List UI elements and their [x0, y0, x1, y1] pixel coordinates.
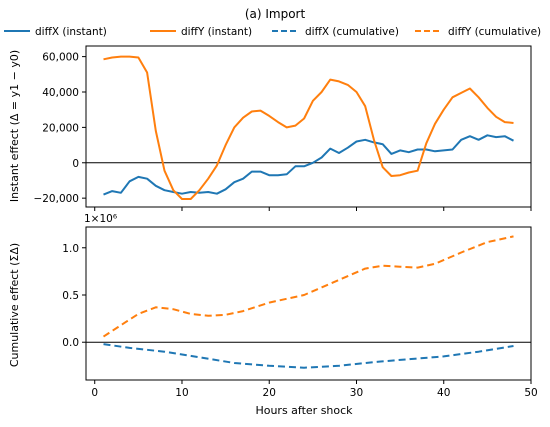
- bottom-panel: 0.0 0.5 1.0 0 10 20 30 40 50: [62, 226, 538, 399]
- bottom-series-diffy-cumulative: [102, 235, 514, 338]
- x-axis-label: Hours after shock: [255, 404, 353, 417]
- x-tick-label: 30: [350, 387, 363, 399]
- bottom-y-tick-label: 0.5: [62, 290, 79, 302]
- x-tick-label: 10: [175, 387, 188, 399]
- bottom-panel-frame: [85, 226, 532, 381]
- top-y-tick-label: 40,000: [42, 87, 79, 99]
- bottom-y-tick-label: 0.0: [62, 337, 79, 349]
- x-tick-label: 50: [524, 387, 537, 399]
- top-series-diffx-instant: [103, 134, 514, 196]
- bottom-series-diffx-cumulative: [103, 343, 514, 369]
- x-tick-label: 20: [263, 387, 276, 399]
- legend-label-diffy-cumulative: diffY (cumulative): [448, 26, 541, 38]
- x-tick-label: 0: [91, 387, 98, 399]
- bottom-y-tick-label: 1.0: [62, 243, 79, 255]
- chart-title: (a) Import: [245, 7, 306, 21]
- top-panel: −20,000 0 20,000 40,000 60,000: [33, 45, 532, 211]
- top-series-diffy-instant: [103, 55, 514, 200]
- top-panel-frame: [85, 45, 532, 208]
- top-y-tick-label: 20,000: [42, 122, 79, 134]
- top-y-tick-label: −20,000: [33, 193, 79, 205]
- bottom-panel-ylabel: Cumulative effect (ΣΔ): [8, 243, 21, 367]
- legend-label-diffx-cumulative: diffX (cumulative): [305, 26, 399, 38]
- top-y-tick-label: 0: [72, 158, 79, 170]
- top-panel-ylabel: Instant effect (Δ = y1 − y0): [8, 50, 21, 202]
- legend-label-diffx-instant: diffX (instant): [35, 26, 107, 38]
- legend-label-diffy-instant: diffY (instant): [181, 26, 252, 38]
- top-y-tick-label: 60,000: [42, 52, 79, 64]
- x-tick-label: 40: [437, 387, 450, 399]
- bottom-panel-scale-label: 1×10⁶: [84, 213, 117, 225]
- legend: diffX (instant) diffY (instant) diffX (c…: [4, 26, 541, 38]
